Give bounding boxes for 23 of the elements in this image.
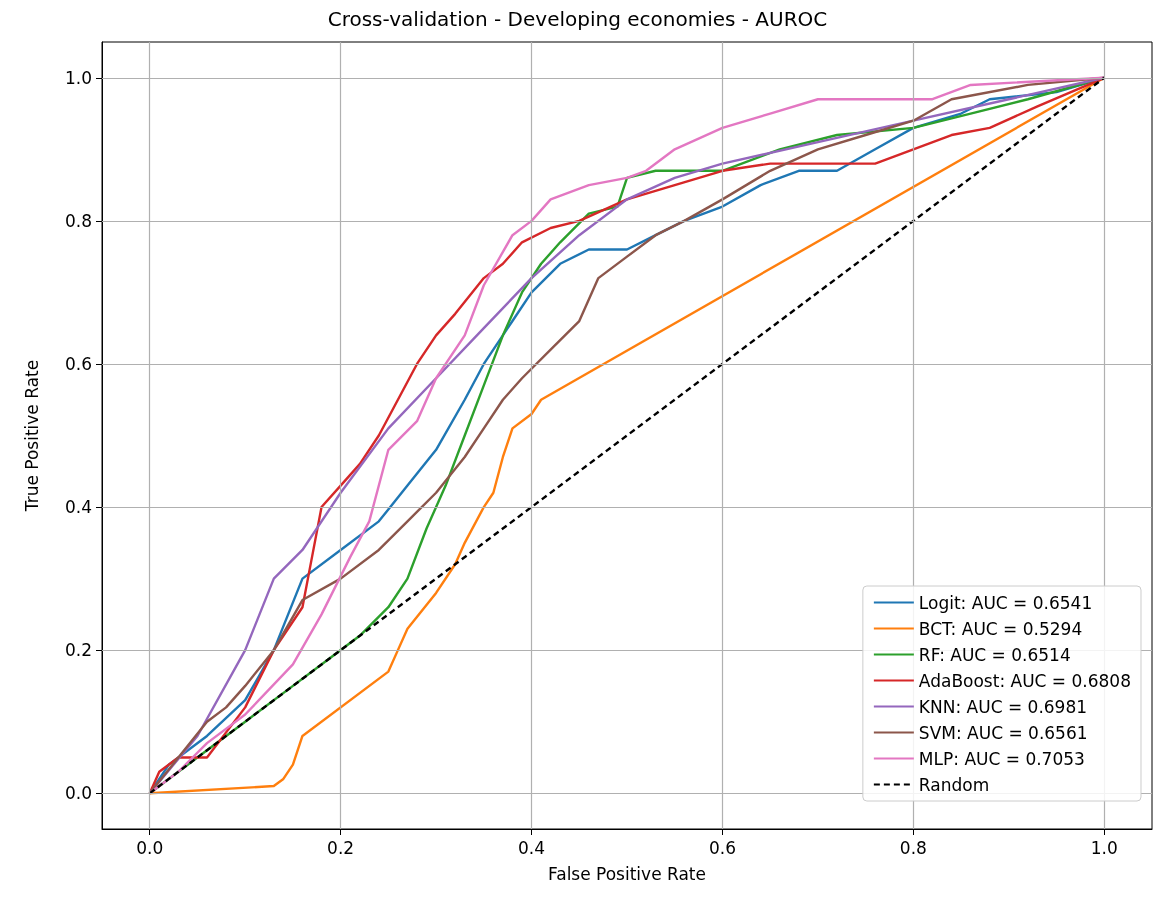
x-tick-label: 0.2	[327, 837, 355, 858]
chart-title: Cross-validation - Developing economies - AUROC	[327, 7, 828, 31]
legend-label: RF: AUC = 0.6514	[918, 644, 1071, 665]
x-tick-label: 0.8	[899, 837, 927, 858]
x-tick-label: 0.0	[136, 837, 164, 858]
y-tick-label: 0.2	[64, 640, 92, 661]
legend-label: BCT: AUC = 0.5294	[918, 618, 1083, 639]
x-tick-label: 0.6	[708, 837, 736, 858]
y-tick-label: 0.6	[64, 353, 92, 374]
y-tick-label: 0.4	[64, 497, 92, 518]
y-tick-label: 0.0	[64, 783, 92, 804]
x-tick-label: 0.4	[518, 837, 546, 858]
legend-label: MLP: AUC = 0.7053	[918, 748, 1085, 769]
y-axis-title: True Positive Rate	[21, 359, 42, 513]
x-axis-title: False Positive Rate	[548, 863, 706, 884]
x-tick-label: 1.0	[1090, 837, 1118, 858]
y-tick-label: 1.0	[64, 67, 92, 88]
y-tick-label: 0.8	[64, 210, 92, 231]
legend-label: Logit: AUC = 0.6541	[918, 592, 1093, 613]
legend-label: SVM: AUC = 0.6561	[918, 722, 1088, 743]
legend-label: Random	[918, 774, 990, 795]
legend-label: KNN: AUC = 0.6981	[918, 696, 1088, 717]
legend-label: AdaBoost: AUC = 0.6808	[918, 670, 1132, 691]
